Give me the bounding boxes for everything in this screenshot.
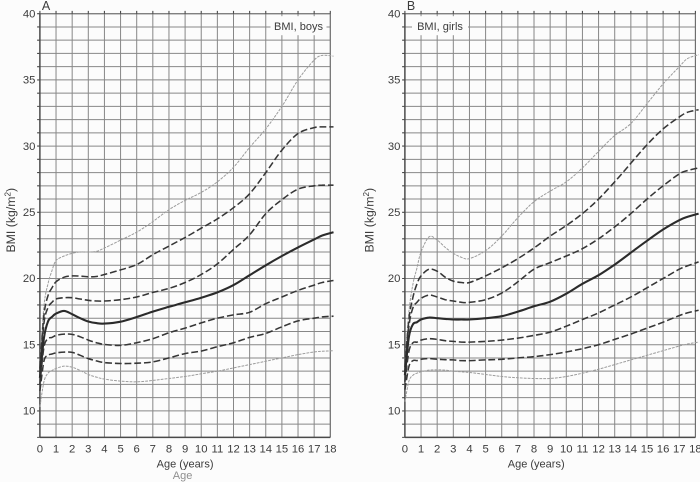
- svg-text:12: 12: [227, 444, 240, 456]
- svg-text:40: 40: [23, 8, 36, 20]
- svg-text:9: 9: [182, 444, 188, 456]
- svg-text:14: 14: [260, 444, 273, 456]
- svg-text:13: 13: [608, 444, 621, 456]
- svg-text:BMI (kg/m2): BMI (kg/m2): [362, 188, 376, 253]
- svg-text:16: 16: [657, 444, 670, 456]
- svg-text:15: 15: [23, 339, 36, 351]
- svg-text:7: 7: [515, 444, 521, 456]
- svg-text:BMI (kg/m2): BMI (kg/m2): [4, 188, 18, 253]
- svg-text:2: 2: [69, 444, 75, 456]
- svg-text:17: 17: [673, 444, 686, 456]
- svg-text:11: 11: [577, 444, 589, 456]
- svg-text:B: B: [407, 0, 415, 13]
- svg-text:40: 40: [388, 8, 401, 20]
- svg-text:3: 3: [85, 444, 91, 456]
- svg-text:13: 13: [243, 444, 256, 456]
- svg-text:BMI, girls: BMI, girls: [417, 21, 463, 33]
- svg-text:Age (years): Age (years): [508, 459, 565, 471]
- svg-text:14: 14: [625, 444, 638, 456]
- svg-text:5: 5: [482, 444, 488, 456]
- svg-text:15: 15: [276, 444, 289, 456]
- svg-text:16: 16: [292, 444, 305, 456]
- svg-text:1: 1: [418, 444, 424, 456]
- svg-text:35: 35: [388, 75, 401, 87]
- svg-text:4: 4: [101, 444, 107, 456]
- svg-text:35: 35: [23, 75, 36, 87]
- svg-text:10: 10: [23, 406, 36, 418]
- svg-text:2: 2: [434, 444, 440, 456]
- svg-text:15: 15: [641, 444, 654, 456]
- svg-text:1: 1: [53, 444, 59, 456]
- svg-text:11: 11: [212, 444, 224, 456]
- svg-text:18: 18: [689, 444, 700, 456]
- svg-text:25: 25: [23, 207, 36, 219]
- svg-text:12: 12: [592, 444, 605, 456]
- svg-text:5: 5: [117, 444, 123, 456]
- svg-text:7: 7: [150, 444, 156, 456]
- svg-text:4: 4: [466, 444, 472, 456]
- svg-text:6: 6: [499, 444, 505, 456]
- svg-text:20: 20: [388, 273, 401, 285]
- svg-text:17: 17: [308, 444, 321, 456]
- svg-text:Age: Age: [173, 470, 193, 482]
- svg-text:0: 0: [402, 444, 408, 456]
- svg-text:A: A: [42, 0, 51, 13]
- svg-text:10: 10: [388, 406, 401, 418]
- svg-text:8: 8: [531, 444, 537, 456]
- svg-text:15: 15: [388, 339, 401, 351]
- svg-text:6: 6: [134, 444, 140, 456]
- svg-text:9: 9: [547, 444, 553, 456]
- svg-text:10: 10: [560, 444, 573, 456]
- svg-text:25: 25: [388, 207, 401, 219]
- svg-text:30: 30: [388, 141, 401, 153]
- svg-text:Age (years): Age (years): [157, 459, 214, 471]
- svg-text:30: 30: [23, 141, 36, 153]
- svg-text:8: 8: [166, 444, 172, 456]
- svg-text:20: 20: [23, 273, 36, 285]
- svg-text:18: 18: [324, 444, 337, 456]
- svg-text:3: 3: [450, 444, 456, 456]
- svg-text:0: 0: [37, 444, 43, 456]
- svg-text:10: 10: [195, 444, 208, 456]
- svg-text:BMI, boys: BMI, boys: [274, 21, 323, 33]
